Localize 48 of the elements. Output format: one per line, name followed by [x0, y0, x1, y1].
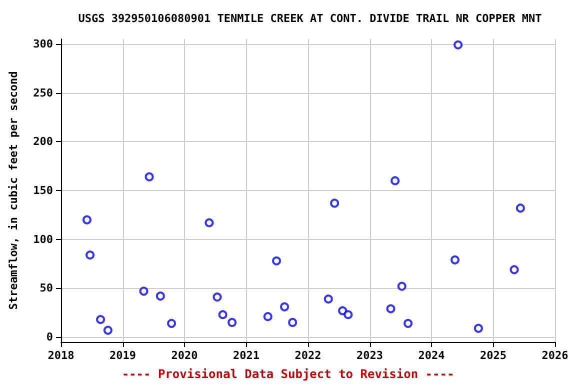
point — [272, 256, 282, 266]
text: ---- Provisional Data Subject to Revision ---- — [122, 367, 454, 381]
point — [96, 315, 106, 324]
point — [218, 310, 228, 320]
y-tick-label: 0 — [46, 330, 53, 344]
point — [212, 292, 222, 302]
point — [397, 282, 406, 291]
y-axis-title: Streamflow, in cubic feet per second — [7, 71, 20, 310]
x-tick-label: 2024 — [418, 349, 446, 362]
x-tick-label: 2023 — [356, 349, 383, 362]
point — [404, 318, 413, 328]
chart-title: USGS 392950106080901 TENMILE CREEK AT CONT. DIVIDE TRAIL NR COPPER MNT — [78, 12, 542, 25]
point — [516, 204, 525, 213]
point — [156, 292, 165, 301]
x-tick-label: 2020 — [171, 349, 198, 362]
point — [344, 310, 353, 320]
point — [288, 318, 298, 327]
point — [280, 302, 290, 312]
y-tick-label: 50 — [40, 282, 53, 295]
x-tick-label: 2018 — [48, 349, 74, 362]
y-tick-label: 100 — [33, 232, 53, 246]
point — [82, 215, 92, 224]
x-tick-label: 2025 — [480, 349, 506, 362]
point — [103, 326, 112, 335]
point — [454, 40, 463, 50]
point — [263, 312, 272, 322]
x-tick-label: 2026 — [542, 349, 569, 362]
y-tick-label: 300 — [33, 37, 53, 50]
x-tick-label: 2021 — [233, 349, 260, 362]
point — [390, 176, 400, 186]
y-tick-label: 250 — [33, 86, 53, 100]
y-tick-label: 200 — [33, 135, 53, 148]
point — [510, 265, 519, 274]
point — [204, 218, 214, 228]
point — [324, 294, 333, 304]
point — [86, 250, 95, 260]
point — [338, 306, 348, 316]
y-tick-label: 150 — [33, 184, 53, 197]
point — [228, 318, 237, 327]
point — [144, 172, 154, 182]
point — [386, 304, 396, 314]
point — [474, 324, 483, 333]
x-tick-label: 2019 — [110, 349, 136, 362]
point — [139, 286, 148, 296]
x-tick-label: 2022 — [294, 349, 322, 362]
point — [450, 255, 460, 264]
point — [167, 318, 176, 328]
point — [330, 198, 340, 208]
